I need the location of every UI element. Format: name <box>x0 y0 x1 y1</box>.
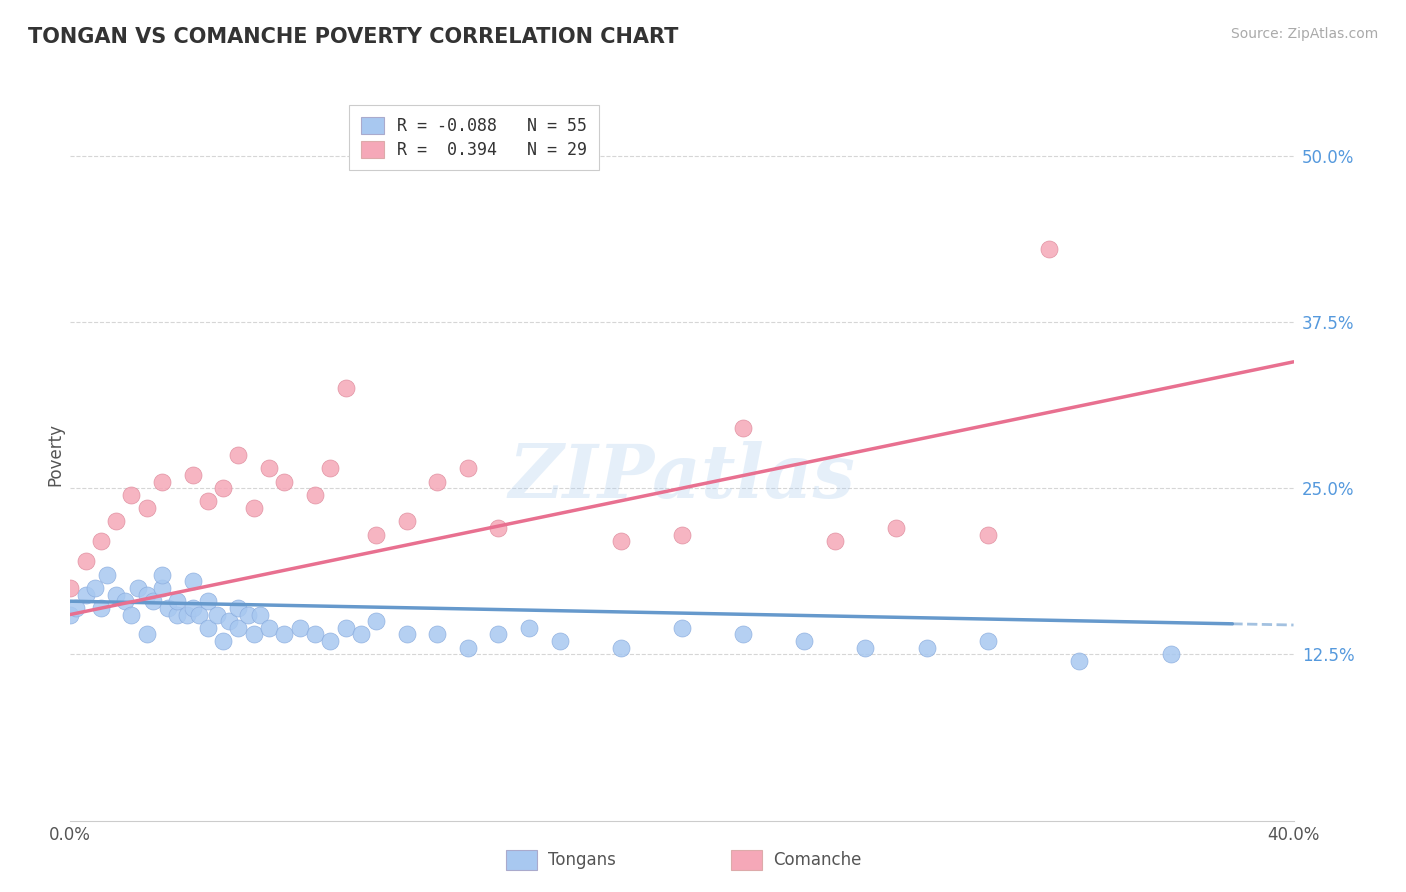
Point <box>181 574 204 589</box>
Point <box>157 600 180 615</box>
Point <box>150 475 173 489</box>
Point <box>517 621 540 635</box>
Point <box>75 554 97 568</box>
Point <box>257 461 280 475</box>
Point <box>105 588 128 602</box>
Point <box>457 461 479 475</box>
Legend: R = -0.088   N = 55, R =  0.394   N = 29: R = -0.088 N = 55, R = 0.394 N = 29 <box>349 105 599 170</box>
Point <box>228 600 250 615</box>
Point <box>135 627 157 641</box>
Point <box>205 607 228 622</box>
Text: TONGAN VS COMANCHE POVERTY CORRELATION CHART: TONGAN VS COMANCHE POVERTY CORRELATION C… <box>28 27 679 46</box>
Point <box>488 521 510 535</box>
Point <box>228 621 250 635</box>
Text: ZIPatlas: ZIPatlas <box>509 441 855 513</box>
Point <box>121 607 143 622</box>
Point <box>83 581 105 595</box>
Point <box>176 607 198 622</box>
Point <box>335 381 357 395</box>
Point <box>90 534 112 549</box>
Point <box>105 515 128 529</box>
Point <box>733 627 755 641</box>
Point <box>135 501 157 516</box>
Point <box>915 640 938 655</box>
Point <box>366 614 388 628</box>
Point <box>824 534 846 549</box>
Point <box>288 621 311 635</box>
Point <box>793 634 815 648</box>
Point <box>335 621 357 635</box>
Point <box>75 588 97 602</box>
Point <box>319 461 342 475</box>
Point <box>273 475 295 489</box>
Point <box>304 627 326 641</box>
Point <box>197 494 219 508</box>
Point <box>212 481 235 495</box>
Point <box>114 594 136 608</box>
Point <box>181 600 204 615</box>
Point <box>243 627 266 641</box>
Point <box>249 607 271 622</box>
Point <box>395 627 418 641</box>
Point <box>426 627 449 641</box>
Point <box>166 607 188 622</box>
Point <box>976 527 998 541</box>
Point <box>228 448 250 462</box>
Point <box>548 634 571 648</box>
Point <box>166 594 188 608</box>
Point <box>212 634 235 648</box>
Point <box>59 581 82 595</box>
Point <box>884 521 907 535</box>
Point <box>135 588 157 602</box>
Point <box>457 640 479 655</box>
Point <box>319 634 342 648</box>
Point <box>1038 242 1060 256</box>
Point <box>273 627 295 641</box>
Point <box>610 534 633 549</box>
Point <box>150 581 173 595</box>
Text: Comanche: Comanche <box>773 851 862 869</box>
Point <box>304 488 326 502</box>
Point <box>150 567 173 582</box>
Point <box>426 475 449 489</box>
Point <box>350 627 373 641</box>
Point <box>671 621 693 635</box>
Point <box>65 600 87 615</box>
Point <box>142 594 165 608</box>
Point <box>395 515 418 529</box>
Point <box>976 634 998 648</box>
Point <box>671 527 693 541</box>
Point <box>733 421 755 435</box>
Point <box>197 594 219 608</box>
Point <box>90 600 112 615</box>
Point <box>855 640 877 655</box>
Y-axis label: Poverty: Poverty <box>46 424 65 486</box>
Point <box>96 567 118 582</box>
Point <box>1069 654 1091 668</box>
Point <box>366 527 388 541</box>
Point <box>127 581 149 595</box>
Point <box>610 640 633 655</box>
Point <box>187 607 209 622</box>
Point <box>243 501 266 516</box>
Point <box>1160 648 1182 662</box>
Text: Source: ZipAtlas.com: Source: ZipAtlas.com <box>1230 27 1378 41</box>
Point <box>257 621 280 635</box>
Point <box>218 614 240 628</box>
Point <box>488 627 510 641</box>
Point <box>181 467 204 482</box>
Point <box>121 488 143 502</box>
Point <box>197 621 219 635</box>
Text: Tongans: Tongans <box>548 851 616 869</box>
Point <box>236 607 259 622</box>
Point <box>59 607 82 622</box>
